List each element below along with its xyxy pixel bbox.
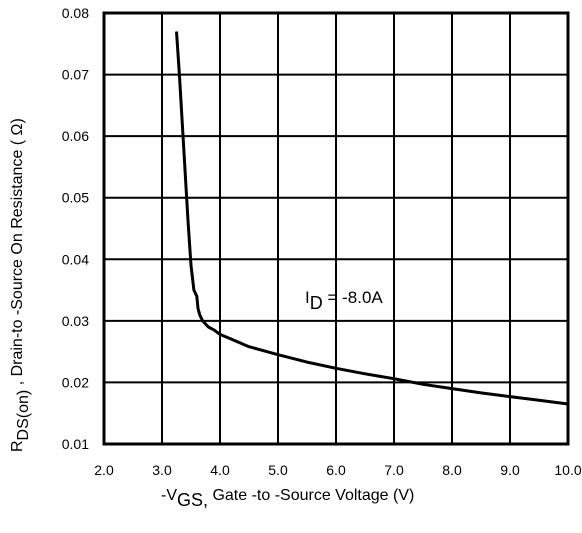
y-tick-label: 0.03 [62, 313, 89, 329]
x-tick-label: 3.0 [152, 462, 172, 478]
x-tick-label: 6.0 [326, 462, 346, 478]
grid-lines [104, 13, 568, 444]
y-tick-labels: 0.01 0.02 0.03 0.04 0.05 0.06 0.07 0.08 [62, 5, 89, 452]
y-tick-label: 0.08 [62, 5, 89, 21]
y-tick-label: 0.02 [62, 374, 89, 390]
y-tick-label: 0.01 [62, 436, 89, 452]
x-tick-label: 10.0 [554, 462, 581, 478]
y-tick-label: 0.05 [62, 190, 89, 206]
series-line [175, 31, 569, 406]
x-tick-label: 5.0 [268, 462, 288, 478]
x-axis-label: -VGS, Gate -to -Source Voltage (V) [161, 487, 414, 510]
x-tick-label: 9.0 [500, 462, 520, 478]
x-tick-labels: 2.0 3.0 4.0 5.0 6.0 7.0 8.0 9.0 10.0 [94, 462, 582, 478]
annotation-id: ID = -8.0A [305, 288, 383, 313]
x-tick-label: 8.0 [442, 462, 462, 478]
x-tick-label: 2.0 [94, 462, 114, 478]
plot-frame [102, 11, 570, 446]
y-tick-label: 0.04 [62, 251, 89, 267]
x-tick-label: 7.0 [384, 462, 404, 478]
y-tick-label: 0.07 [62, 67, 89, 83]
x-tick-label: 4.0 [210, 462, 230, 478]
y-axis-label: RDS(on) , Drain-to -Source On Resistance… [9, 118, 32, 452]
y-tick-label: 0.06 [62, 128, 89, 144]
